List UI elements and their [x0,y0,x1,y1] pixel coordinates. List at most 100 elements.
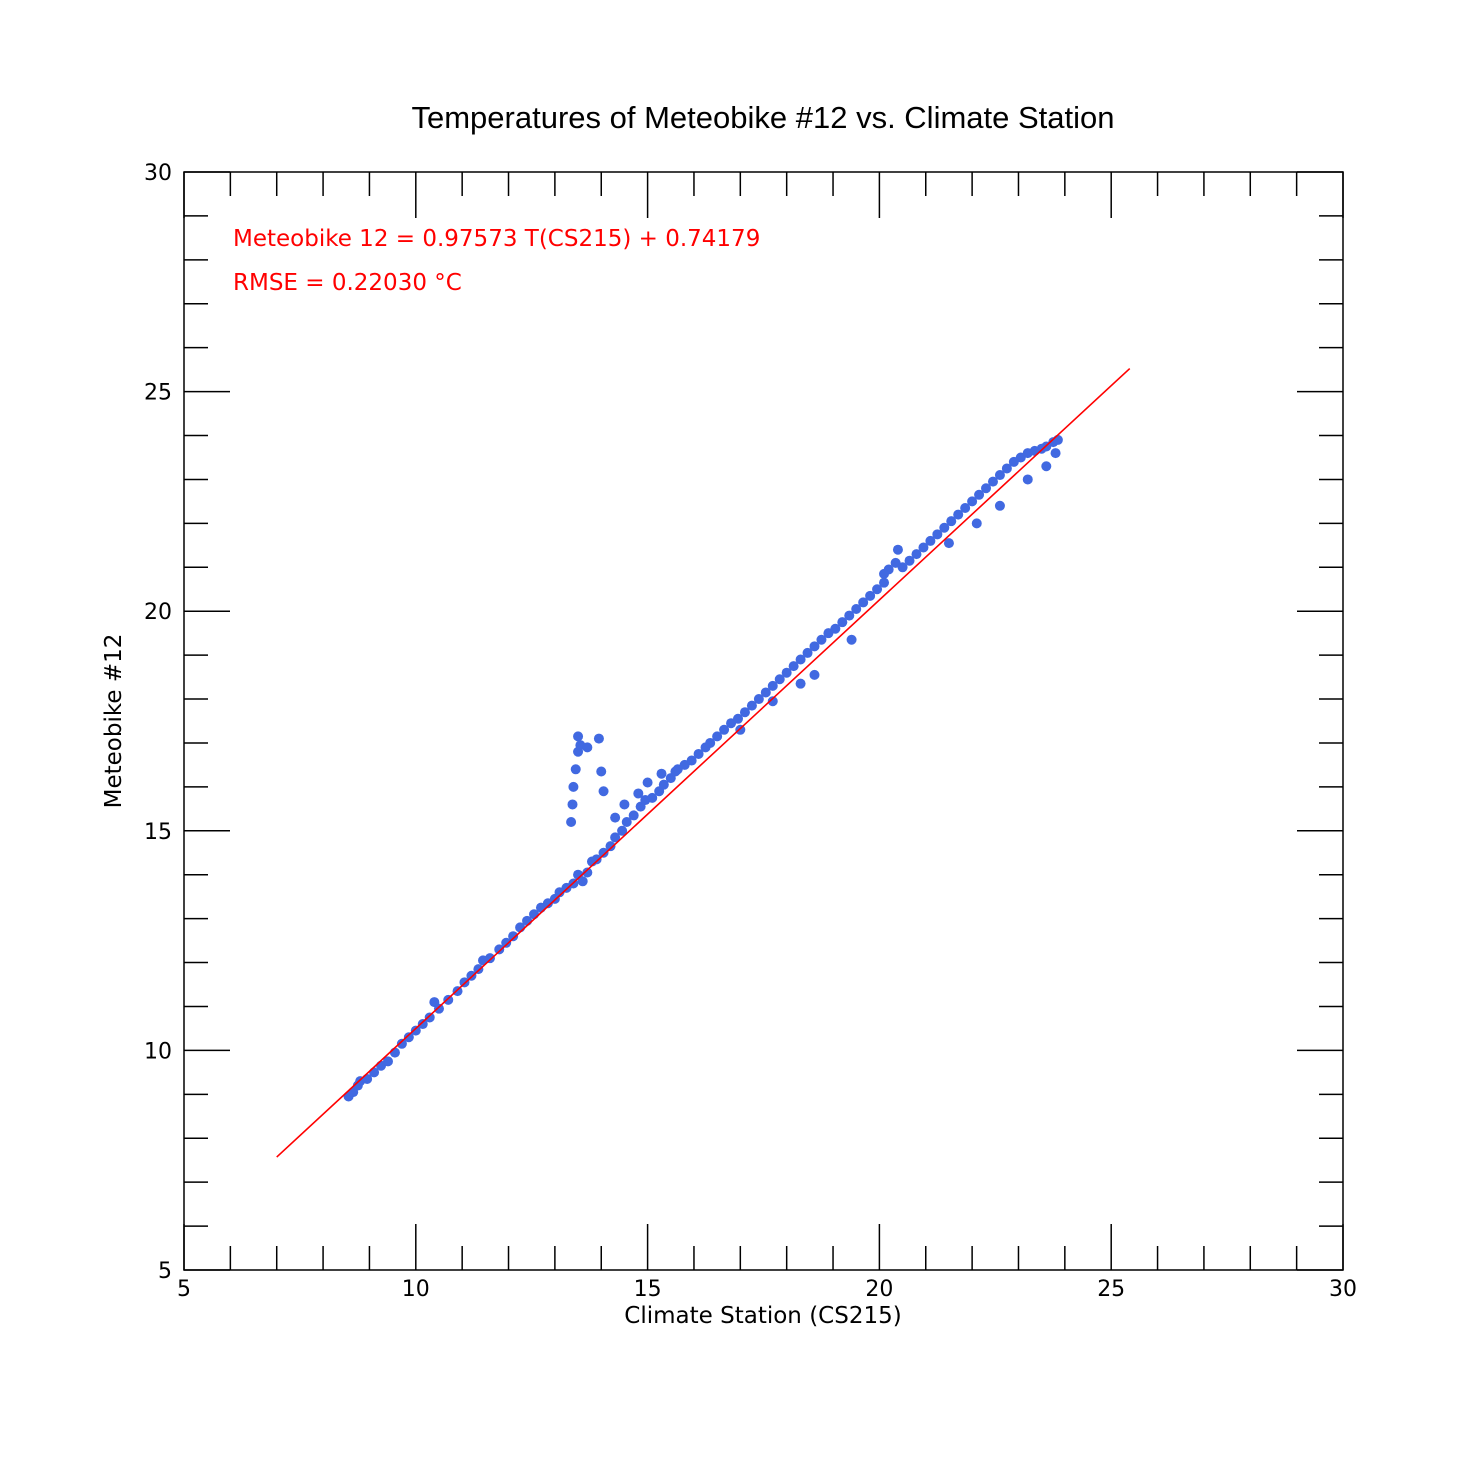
scatter-point [918,542,929,553]
scatter-point [1052,434,1063,445]
scatter-point [633,788,644,799]
scatter-point [658,779,669,790]
scatter-point [410,1025,421,1036]
x-axis-label: Climate Station (CS215) [624,1303,901,1329]
x-tick-labels: 5 10 15 20 25 30 [177,1277,1357,1302]
scatter-point [767,680,778,691]
scatter-point [781,667,792,678]
scatter-point [746,700,757,711]
scatter-point [974,489,985,500]
scatter-point [753,694,764,705]
y-tick-labels: 5 10 15 20 25 30 [144,161,172,1284]
scatter-point [960,502,971,513]
x-tick-label: 15 [634,1277,662,1302]
scatter-point [567,799,578,810]
regression-line [276,367,1131,1158]
scatter-point [1001,463,1012,474]
scatter-point [619,799,630,810]
scatter-point [925,535,936,546]
scatter-point [733,713,744,724]
scatter-point [830,623,841,634]
scatter-point [837,617,848,628]
scatter-point [851,604,862,615]
scatter-point [566,817,577,828]
scatter-point [981,483,992,494]
scatter-point [911,549,922,560]
scatter-point [1050,448,1061,459]
scatter-point [774,674,785,685]
scatter-point [501,937,512,948]
scatter-point [932,529,943,540]
scatter-point [433,1003,444,1014]
chart-title: Temperatures of Meteobike #12 vs. Climat… [411,100,1114,135]
scatter-point [1041,461,1052,472]
scatter-point [466,970,477,981]
regression-equation: Meteobike 12 = 0.97573 T(CS215) + 0.7417… [233,226,760,252]
scatter-point [943,538,954,549]
scatter-point [816,634,827,645]
scatter-point [879,577,890,588]
scatter-point [760,687,771,698]
scatter-point [593,733,604,744]
scatter-point [795,654,806,665]
scatter-point [879,568,890,579]
scatter-point [621,817,632,828]
scatter-point [719,724,730,735]
scatter-point [508,931,519,942]
scatter-point [686,755,697,766]
y-axis-label: Meteobike #12 [101,634,127,809]
scatter-point [610,812,621,823]
scatter-point [494,944,505,955]
scatter-point [656,768,667,779]
scatter-point [712,731,723,742]
scatter-point [939,522,950,533]
axis-ticks [183,171,1344,1271]
scatter-point [573,731,584,742]
scatter-point [598,847,609,858]
scatter-point [577,876,588,887]
y-tick-label: 15 [144,820,172,845]
scatter-point [844,610,855,621]
scatter-point [872,584,883,595]
scatter-point [473,964,484,975]
scatter-point [858,597,869,608]
x-tick-label: 10 [402,1277,430,1302]
x-tick-label: 30 [1329,1277,1357,1302]
scatter-point [987,476,998,487]
scatter-point [897,562,908,573]
scatter-point [570,764,581,775]
scatter-point [994,500,1005,511]
scatter-point [735,724,746,735]
plot-frame [183,171,1344,1271]
scatter-point [605,841,616,852]
scatter-point [642,777,653,788]
scatter-point [596,766,607,777]
scatter-point [417,1019,428,1030]
y-tick-label: 20 [144,600,172,625]
scatter-point [946,516,957,527]
scatter-point [809,641,820,652]
scatter-point [582,742,593,753]
scatter-point [628,810,639,821]
scatter-point [795,678,806,689]
scatter-point [610,832,621,843]
scatter-point [598,786,609,797]
x-tick-label: 25 [1097,1277,1125,1302]
scatter-point [767,696,778,707]
scatter-point [693,748,704,759]
scatter-point [617,825,628,836]
scatter-point [739,707,750,718]
scatter-point [443,994,454,1005]
scatter-point [568,781,579,792]
scatter-point [788,661,799,672]
scatter-point [389,1047,400,1058]
scatter-point [424,1012,435,1023]
scatter-point [1022,474,1033,485]
scatter-point [484,953,495,964]
scatter-point [582,867,593,878]
scatter-point [892,544,903,555]
scatter-point [670,766,681,777]
scatter-point [591,854,602,865]
